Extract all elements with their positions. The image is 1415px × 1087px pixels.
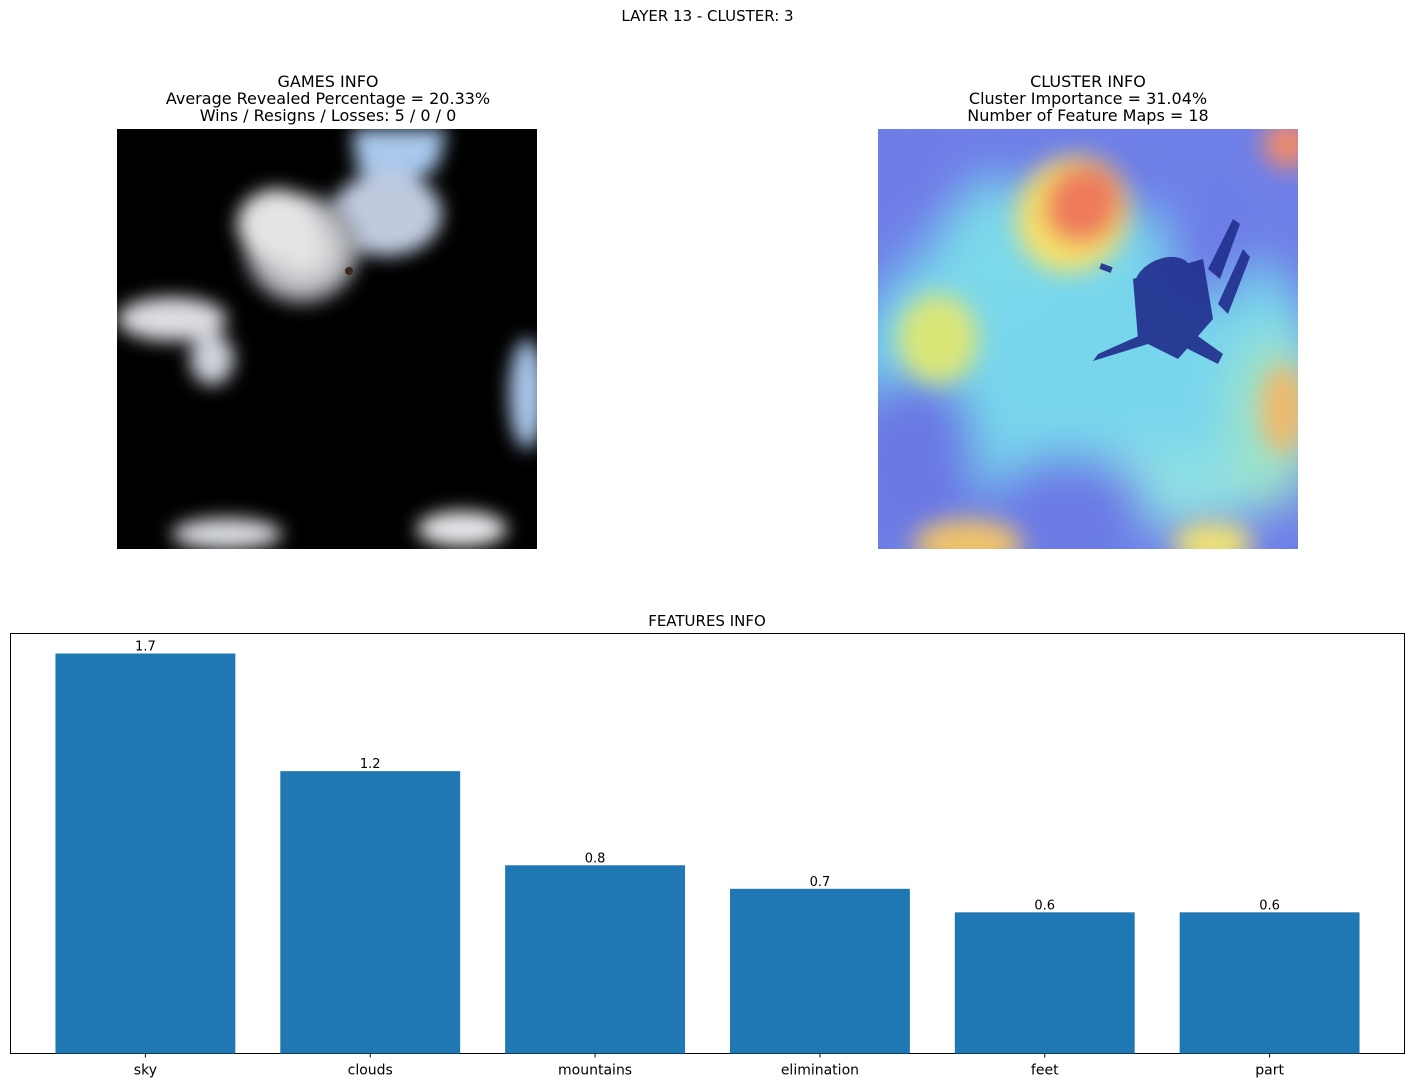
bar-value-label: 0.8 (585, 851, 606, 866)
bar-elimination (729, 888, 910, 1054)
chart-title: FEATURES INFO (648, 612, 766, 630)
cluster-info-importance: Cluster Importance = 31.04% (968, 89, 1208, 108)
cluster-info-feature-maps: Number of Feature Maps = 18 (967, 106, 1209, 125)
cluster-info-title-block: CLUSTER INFO Cluster Importance = 31.04%… (838, 73, 1338, 124)
games-info-title-block: GAMES INFO Average Revealed Percentage =… (78, 73, 578, 124)
revealed-image-graphic (117, 129, 537, 549)
bar-value-label: 0.7 (810, 875, 831, 890)
bar-value-label: 1.2 (360, 757, 381, 772)
x-tick-label: mountains (558, 1063, 632, 1079)
x-tick-label: elimination (781, 1063, 859, 1079)
figure-suptitle: LAYER 13 - CLUSTER: 3 (621, 7, 794, 25)
games-info-revealed-percentage: Average Revealed Percentage = 20.33% (165, 89, 491, 108)
bar-value-label: 1.7 (135, 640, 156, 655)
games-info-title: GAMES INFO (277, 72, 379, 91)
cluster-heatmap-image (878, 129, 1298, 549)
bar-value-label: 0.6 (1034, 898, 1055, 913)
x-tick-label: clouds (348, 1063, 393, 1079)
bar-clouds (280, 771, 461, 1054)
x-tick-label: feet (1031, 1063, 1059, 1079)
chart-plot-area (10, 633, 1405, 1054)
games-info-wins-resigns-losses: Wins / Resigns / Losses: 5 / 0 / 0 (199, 106, 457, 125)
skydiver-silhouette (1093, 219, 1250, 364)
x-tick-label: part (1255, 1063, 1284, 1079)
bars-group: 1.7 sky 1.2 clouds 0.8 mountains 0.7 eliminatio… (55, 640, 1360, 1079)
revealed-image (117, 129, 537, 549)
bar-part (1179, 912, 1360, 1054)
bar-feet (954, 912, 1135, 1054)
bar-sky (55, 653, 236, 1054)
x-tick-label: sky (134, 1063, 157, 1079)
cluster-info-title: CLUSTER INFO (1030, 72, 1146, 91)
cluster-heatmap-graphic (878, 129, 1298, 549)
bar-mountains (505, 865, 686, 1054)
bar-value-label: 0.6 (1259, 898, 1280, 913)
